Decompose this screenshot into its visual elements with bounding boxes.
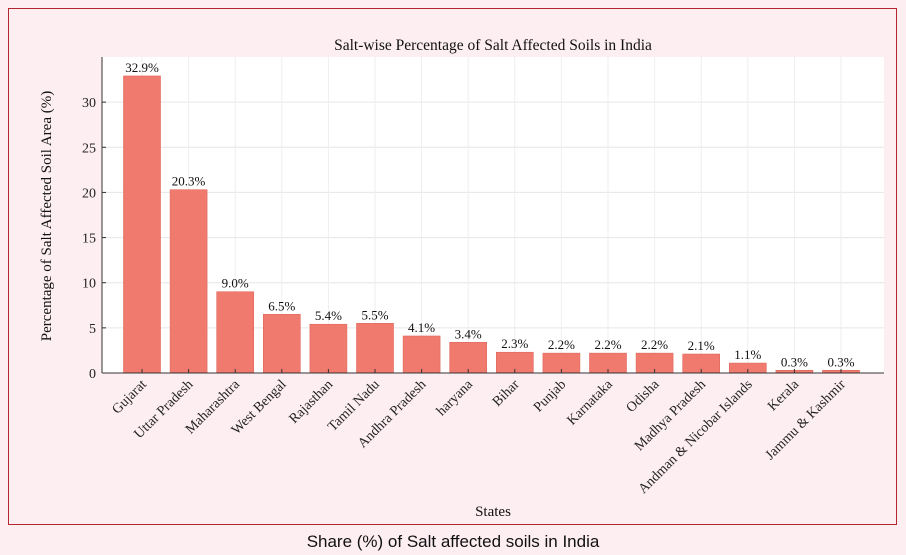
x-tick-label: Punjab (531, 377, 569, 415)
bar (169, 189, 208, 374)
y-tick-label: 15 (82, 232, 96, 247)
bar (216, 291, 254, 374)
data-label: 3.4% (455, 326, 482, 341)
chart-title: Salt-wise Percentage of Salt Affected So… (334, 37, 652, 54)
x-tick-label: haryana (434, 377, 476, 419)
bar (356, 323, 394, 374)
data-label: 2.2% (641, 337, 668, 352)
bar (449, 342, 488, 374)
data-label: 0.3% (781, 354, 808, 369)
data-label: 20.3% (172, 174, 206, 189)
data-label: 0.3% (827, 354, 854, 369)
bar-chart: 32.9% 20.3% 9.0% 6.5% 5.4% 5.5% 4.1% 3.4% 2.3% 2.… (39, 37, 884, 520)
bar (262, 314, 301, 374)
data-label: 2.1% (688, 338, 715, 353)
data-label: 2.2% (548, 337, 575, 352)
data-label: 9.0% (222, 276, 249, 291)
y-tick-label: 0 (89, 367, 96, 382)
data-label: 6.5% (268, 298, 295, 313)
x-tick-label: Odisha (624, 377, 663, 416)
y-tick-label: 5 (89, 322, 96, 337)
x-tick-label: Gujarat (110, 377, 150, 417)
data-labels: 32.9% 20.3% 9.0% 6.5% 5.4% 5.5% 4.1% 3.4% 2.3% 2.… (125, 60, 855, 369)
y-tick-label: 10 (82, 277, 96, 292)
bar (123, 75, 161, 374)
x-tick-label: Jammu & Kashmir (763, 377, 849, 463)
data-label: 5.4% (315, 308, 342, 323)
y-tick-label: 20 (82, 186, 96, 201)
x-tick-label: Kerala (765, 377, 803, 415)
x-tick-label: Karnataka (565, 377, 617, 429)
grid-lines (102, 57, 884, 374)
data-label: 32.9% (125, 60, 159, 75)
y-axis-label: Percentage of Salt Affected Soil Area (%… (39, 91, 55, 341)
y-tick-label: 25 (82, 141, 96, 156)
data-label: 1.1% (734, 347, 761, 362)
figure-caption: Share (%) of Salt affected soils in Indi… (306, 532, 600, 551)
data-label: 4.1% (408, 320, 435, 335)
data-label: 2.3% (501, 336, 528, 351)
data-label: 2.2% (594, 337, 621, 352)
bar (309, 323, 348, 374)
data-label: 5.5% (361, 307, 388, 322)
bar (402, 335, 441, 374)
y-axis-ticks: 0 5 10 15 20 25 30 (82, 96, 106, 382)
x-axis-label: States (475, 504, 511, 520)
y-tick-label: 30 (82, 96, 96, 111)
x-tick-label: Bihar (490, 377, 523, 410)
